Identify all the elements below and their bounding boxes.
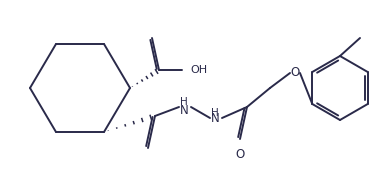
Text: N: N bbox=[180, 103, 188, 117]
Text: H: H bbox=[180, 97, 188, 107]
Text: N: N bbox=[211, 112, 219, 124]
Text: O: O bbox=[290, 67, 300, 80]
Text: O: O bbox=[235, 148, 245, 161]
Text: H: H bbox=[211, 108, 219, 118]
Text: OH: OH bbox=[190, 65, 207, 75]
